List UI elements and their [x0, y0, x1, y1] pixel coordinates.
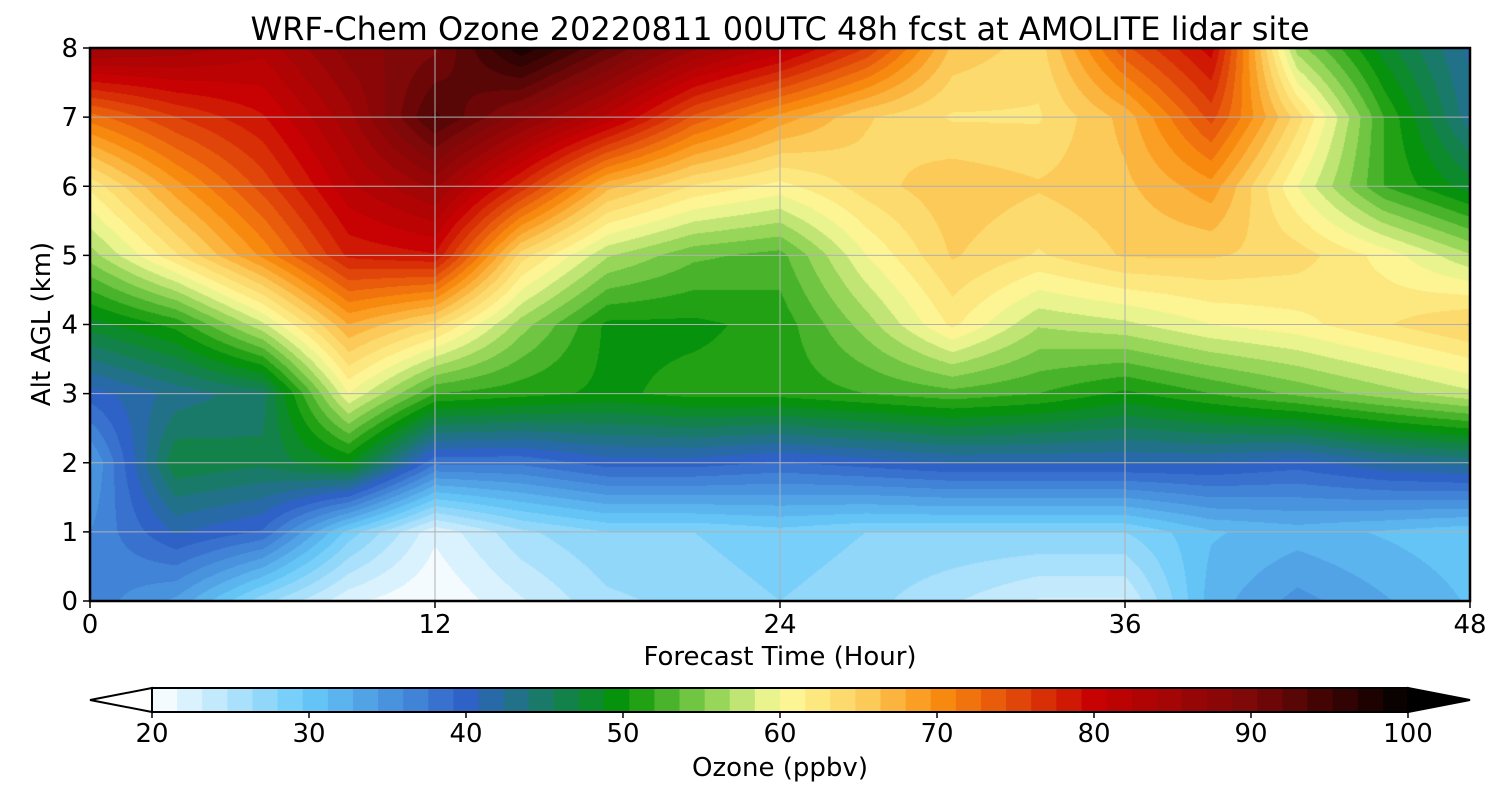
- colorbar-ticks: 20 30 40 50 60 70 80 90 100: [135, 712, 1433, 749]
- colorbar-extend-low: [89, 686, 153, 714]
- colorbar-tick-label: 70: [920, 719, 953, 749]
- x-tick-label: 48: [1453, 610, 1486, 640]
- colorbar-segment: [378, 688, 404, 712]
- colorbar-segment: [729, 688, 756, 712]
- colorbar-segment: [830, 688, 856, 712]
- colorbar-segment: [754, 688, 781, 712]
- colorbar-segment: [1156, 688, 1183, 712]
- colorbar-segment: [704, 688, 731, 712]
- colorbar-segment: [352, 688, 379, 712]
- colorbar-segment: [478, 688, 505, 712]
- x-axis-label: Forecast Time (Hour): [643, 642, 916, 672]
- colorbar-tick-label: 80: [1077, 719, 1110, 749]
- grid-lines: [90, 48, 1470, 601]
- x-tick-label: 36: [1108, 610, 1141, 640]
- colorbar-label: Ozone (ppbv): [692, 753, 868, 783]
- x-tick-label: 12: [418, 610, 451, 640]
- x-tick-label: 24: [763, 610, 796, 640]
- colorbar-tick-label: 100: [1383, 719, 1433, 749]
- colorbar-tick-label: 90: [1234, 719, 1267, 749]
- y-tick-label: 2: [61, 449, 78, 479]
- colorbar-segment: [604, 688, 630, 712]
- colorbar-segment: [905, 688, 932, 712]
- colorbar-segment: [955, 688, 982, 712]
- y-tick-label: 0: [61, 587, 78, 617]
- colorbar-segment: [1207, 688, 1233, 712]
- colorbar-extend-high: [1407, 686, 1471, 714]
- colorbar: 20 30 40 50 60 70 80 90 100 Ozone (ppbv): [89, 686, 1471, 783]
- y-tick-label: 1: [61, 518, 78, 548]
- colorbar-tick-label: 40: [449, 719, 482, 749]
- x-axis-ticks: 0 12 24 36 48: [82, 601, 1487, 640]
- colorbar-segment: [1081, 688, 1108, 712]
- colorbar-segment: [654, 688, 681, 712]
- y-tick-label: 5: [61, 241, 78, 271]
- colorbar-segment: [1282, 688, 1309, 712]
- colorbar-segment: [327, 688, 354, 712]
- colorbar-segment: [679, 688, 706, 712]
- y-axis-label: Alt AGL (km): [27, 242, 57, 406]
- colorbar-segment: [1031, 688, 1057, 712]
- colorbar-segment: [805, 688, 831, 712]
- y-tick-label: 6: [61, 172, 78, 202]
- colorbar-segment: [428, 688, 455, 712]
- colorbar-segment: [252, 688, 279, 712]
- colorbar-segment: [1131, 688, 1158, 712]
- y-tick-label: 7: [61, 103, 78, 133]
- colorbar-segment: [1257, 688, 1283, 712]
- colorbar-segment: [880, 688, 907, 712]
- colorbar-segment: [579, 688, 605, 712]
- colorbar-segment: [1357, 688, 1384, 712]
- colorbar-segment: [503, 688, 530, 712]
- colorbar-segment: [453, 688, 480, 712]
- colorbar-segment: [855, 688, 882, 712]
- colorbar-segment: [528, 688, 555, 712]
- colorbar-segment: [177, 688, 203, 712]
- colorbar-tick-label: 60: [763, 719, 796, 749]
- colorbar-segment: [202, 688, 228, 712]
- colorbar-segment: [1332, 688, 1359, 712]
- colorbar-segment: [1382, 688, 1409, 712]
- colorbar-segment: [1106, 688, 1133, 712]
- colorbar-segment: [980, 688, 1007, 712]
- colorbar-segment: [1056, 688, 1083, 712]
- colorbar-segment: [629, 688, 655, 712]
- colorbar-segment: [553, 688, 580, 712]
- colorbar-segment: [1006, 688, 1032, 712]
- colorbar-segment: [152, 688, 178, 712]
- x-tick-label: 0: [82, 610, 99, 640]
- colorbar-tick-label: 50: [606, 719, 639, 749]
- colorbar-tick-label: 20: [135, 719, 168, 749]
- chart-title: WRF-Chem Ozone 20220811 00UTC 48h fcst a…: [250, 10, 1309, 48]
- colorbar-segment: [930, 688, 957, 712]
- colorbar-segment: [302, 688, 329, 712]
- colorbar-segment: [403, 688, 429, 712]
- colorbar-segment: [1307, 688, 1334, 712]
- y-tick-label: 8: [61, 34, 78, 64]
- colorbar-segment: [780, 688, 806, 712]
- colorbar-tick-label: 30: [292, 719, 325, 749]
- colorbar-segment: [1232, 688, 1258, 712]
- colorbar-segment: [1181, 688, 1208, 712]
- colorbar-segments: [152, 688, 1409, 712]
- y-tick-label: 3: [61, 380, 78, 410]
- y-tick-label: 4: [61, 311, 78, 341]
- colorbar-segment: [227, 688, 254, 712]
- y-axis-ticks: 0 1 2 3 4 5 6 7 8: [61, 34, 90, 617]
- colorbar-segment: [277, 688, 304, 712]
